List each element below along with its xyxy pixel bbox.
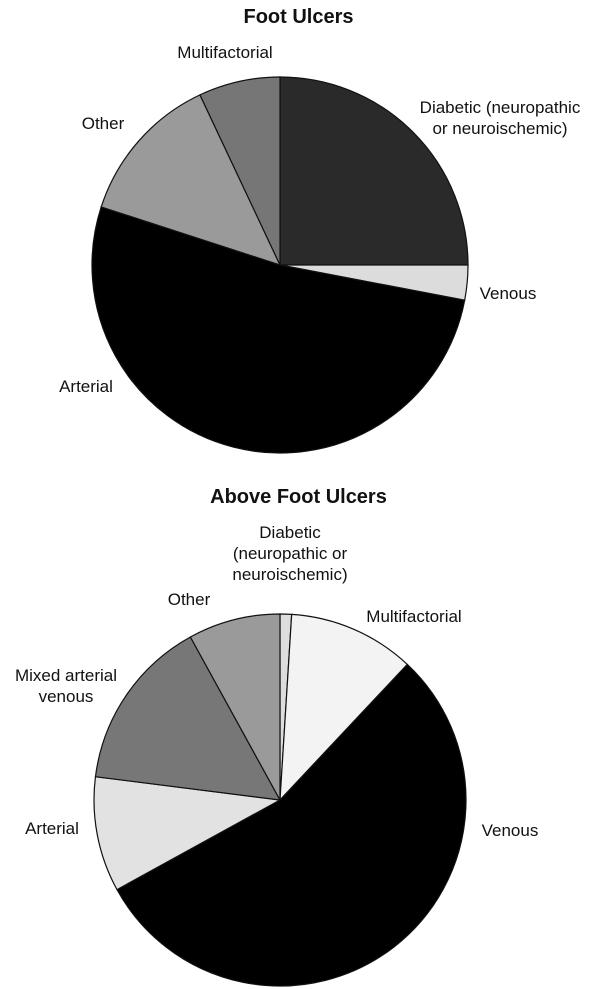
slice-label: Arterial <box>25 819 79 838</box>
pie-slice <box>279 613 409 802</box>
pie-slice <box>189 613 281 801</box>
slice-label: Arterial <box>59 377 113 396</box>
pie-slice <box>93 776 282 891</box>
chart-title: Foot Ulcers <box>243 6 354 28</box>
slice-label: Multifactorial <box>366 607 462 626</box>
slice-label: Other <box>167 590 211 609</box>
slice-label: Other <box>81 114 125 133</box>
pie-slice <box>100 94 282 266</box>
pie-slice <box>279 76 469 266</box>
pie-slice <box>94 636 282 801</box>
chart-title: Above Foot Ulcers <box>210 486 387 508</box>
slice-label: Diabetic (neuropathic or neuroischemic) <box>232 523 348 584</box>
pie-slice <box>116 663 467 987</box>
slice-label: Venous <box>479 284 537 303</box>
slice-label: Venous <box>481 821 539 840</box>
slice-label: Multifactorial <box>177 43 273 62</box>
slice-label: Diabetic (neuropathic or neuroischemic) <box>419 98 581 138</box>
pie-slice <box>91 206 466 454</box>
pie-slice <box>199 76 281 266</box>
slice-label: Mixed arterial venous <box>14 666 118 706</box>
